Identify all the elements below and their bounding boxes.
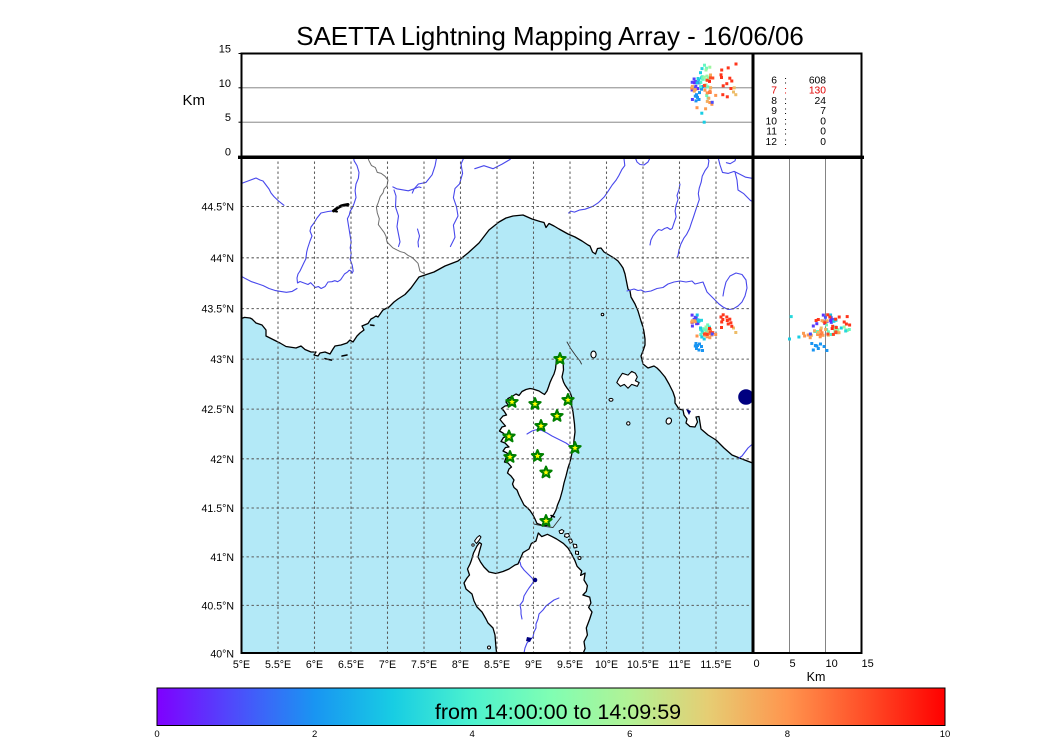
svg-text::: : (784, 137, 787, 148)
svg-text:24: 24 (815, 96, 827, 107)
svg-text:44.5°N: 44.5°N (201, 202, 234, 214)
svg-text:15: 15 (862, 658, 874, 670)
svg-text:41.5°N: 41.5°N (201, 503, 234, 515)
svg-text:43°N: 43°N (210, 354, 234, 366)
svg-text:8°E: 8°E (452, 659, 469, 671)
svg-text:130: 130 (809, 86, 826, 97)
svg-text:9.5°E: 9.5°E (557, 659, 583, 671)
svg-text:44°N: 44°N (210, 253, 234, 265)
svg-text:41°N: 41°N (210, 552, 234, 564)
svg-text:Km: Km (183, 92, 206, 109)
svg-text::: : (784, 86, 787, 97)
svg-text:9: 9 (771, 106, 777, 117)
svg-text:9°E: 9°E (525, 659, 542, 671)
svg-text:15: 15 (219, 44, 231, 56)
svg-text:5: 5 (790, 658, 796, 670)
svg-text:10: 10 (219, 78, 231, 90)
svg-text:0: 0 (820, 137, 826, 148)
svg-text:SAETTA Lightning Mapping Array: SAETTA Lightning Mapping Array - 16/06/0… (296, 23, 804, 51)
svg-text:from 14:00:00 to 14:09:59: from 14:00:00 to 14:09:59 (435, 700, 681, 724)
svg-text:11.5°E: 11.5°E (700, 659, 731, 671)
svg-text:5°E: 5°E (233, 659, 250, 671)
svg-text::: : (784, 127, 787, 138)
svg-text:10: 10 (766, 116, 778, 127)
svg-text:0: 0 (754, 658, 760, 670)
svg-text:42.5°N: 42.5°N (201, 404, 234, 416)
svg-text:6.5°E: 6.5°E (338, 659, 364, 671)
svg-text:608: 608 (809, 75, 826, 86)
svg-text:7°E: 7°E (379, 659, 396, 671)
svg-text:0: 0 (225, 147, 231, 159)
svg-text:11°E: 11°E (668, 659, 690, 671)
svg-text:Km: Km (807, 670, 826, 684)
svg-text:43.5°N: 43.5°N (201, 304, 234, 316)
svg-text:7.5°E: 7.5°E (411, 659, 437, 671)
svg-text:7: 7 (820, 106, 826, 117)
svg-text:0: 0 (154, 729, 159, 740)
svg-text::: : (784, 96, 787, 107)
svg-text:6: 6 (627, 729, 632, 740)
svg-text:5: 5 (225, 112, 231, 124)
svg-text:0: 0 (820, 116, 826, 127)
svg-text:10.5°E: 10.5°E (627, 659, 659, 671)
svg-text:7: 7 (771, 86, 777, 97)
svg-text:11: 11 (766, 127, 777, 138)
svg-text::: : (784, 75, 787, 86)
svg-text:12: 12 (766, 137, 778, 148)
svg-text:10: 10 (826, 658, 838, 670)
svg-text:2: 2 (312, 729, 317, 740)
svg-text:0: 0 (820, 127, 826, 138)
svg-text:6°E: 6°E (306, 659, 323, 671)
svg-text::: : (784, 106, 787, 117)
svg-text:40°N: 40°N (210, 649, 234, 661)
svg-text:10: 10 (940, 729, 951, 740)
svg-text:8: 8 (785, 729, 790, 740)
svg-text:10°E: 10°E (595, 659, 618, 671)
svg-text:40.5°N: 40.5°N (201, 600, 234, 612)
svg-text:6: 6 (771, 75, 777, 86)
svg-text:8.5°E: 8.5°E (484, 659, 510, 671)
svg-text:5.5°E: 5.5°E (265, 659, 291, 671)
svg-text:4: 4 (470, 729, 475, 740)
svg-text:42°N: 42°N (210, 454, 234, 466)
svg-text::: : (784, 116, 787, 127)
svg-text:8: 8 (771, 96, 777, 107)
